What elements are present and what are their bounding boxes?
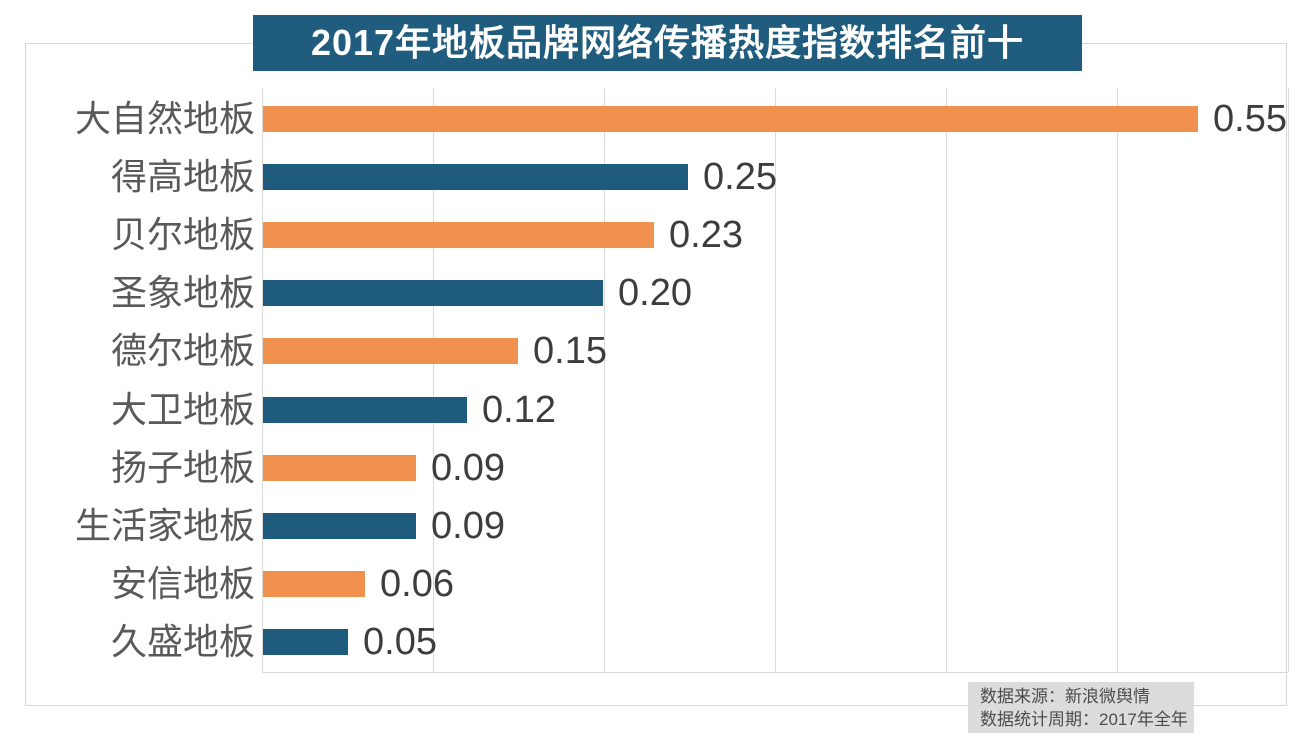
bar: [263, 164, 688, 190]
bar: [263, 222, 654, 248]
value-label: 0.06: [380, 563, 454, 605]
value-label: 0.15: [533, 330, 607, 372]
data-period-line: 数据统计周期：2017年全年: [980, 710, 1188, 729]
value-label: 0.55: [1213, 98, 1287, 140]
value-label: 0.23: [669, 214, 743, 256]
value-label: 0.09: [431, 505, 505, 547]
value-label: 0.20: [618, 272, 692, 314]
x-axis-line: [262, 672, 1288, 673]
category-label: 大自然地板: [74, 98, 255, 139]
category-label: 德尔地板: [110, 330, 255, 371]
category-label: 生活家地板: [74, 505, 255, 546]
gridline-0.1: [433, 88, 434, 672]
bar: [263, 629, 348, 655]
bar: [263, 280, 603, 306]
category-label: 圣象地板: [110, 272, 255, 313]
category-label: 安信地板: [110, 563, 255, 604]
category-label: 扬子地板: [110, 447, 255, 488]
gridline-0.6: [1288, 88, 1289, 672]
gridline-0.4: [946, 88, 947, 672]
bar: [263, 455, 416, 481]
bar: [263, 571, 365, 597]
value-label: 0.12: [482, 389, 556, 431]
bar: [263, 513, 416, 539]
value-label: 0.25: [703, 156, 777, 198]
data-source-box: 数据来源：新浪微舆情 数据统计周期：2017年全年: [968, 682, 1194, 733]
gridline-0: [262, 88, 263, 672]
bar: [263, 338, 518, 364]
plot-area: [262, 88, 1289, 672]
data-source-line: 数据来源：新浪微舆情: [980, 687, 1150, 706]
category-label: 久盛地板: [110, 621, 255, 662]
value-label: 0.05: [363, 621, 437, 663]
chart-title: 2017年地板品牌网络传播热度指数排名前十: [253, 15, 1082, 71]
gridline-0.2: [604, 88, 605, 672]
value-label: 0.09: [431, 447, 505, 489]
gridline-0.3: [775, 88, 776, 672]
bar: [263, 397, 467, 423]
category-label: 大卫地板: [110, 389, 255, 430]
category-label: 贝尔地板: [110, 214, 255, 255]
category-label: 得高地板: [110, 156, 255, 197]
bar: [263, 106, 1198, 132]
gridline-0.5: [1117, 88, 1118, 672]
